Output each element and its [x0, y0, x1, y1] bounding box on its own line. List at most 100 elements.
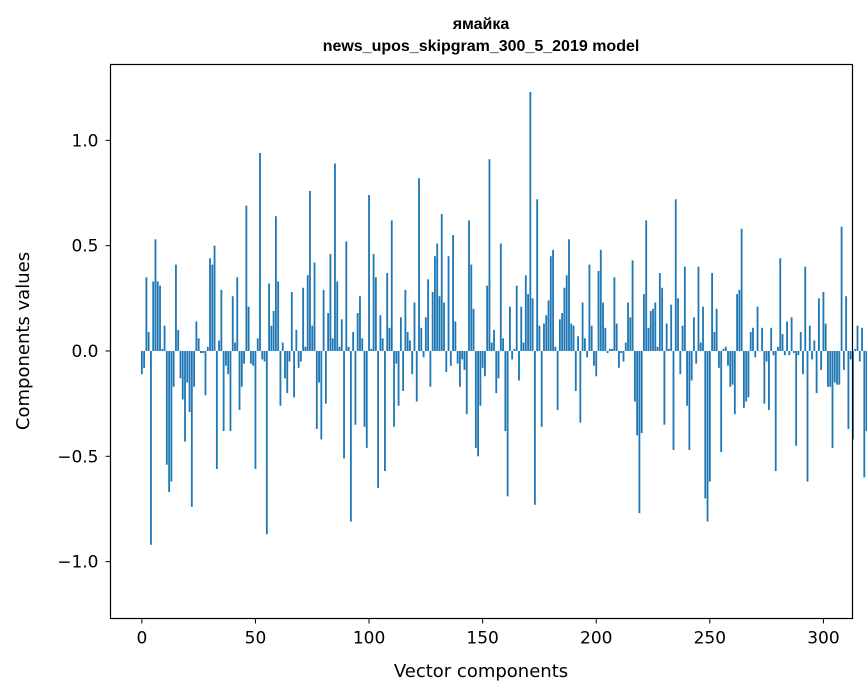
bar — [249, 350, 252, 364]
bar — [331, 338, 334, 351]
bar — [429, 350, 432, 387]
bar — [211, 264, 214, 351]
bar — [672, 350, 675, 450]
bar — [200, 350, 202, 354]
bar — [597, 270, 600, 351]
bar — [693, 317, 695, 351]
bar — [799, 332, 802, 351]
bar — [190, 350, 193, 507]
bar — [327, 313, 330, 351]
bar — [497, 350, 500, 379]
bar — [259, 152, 261, 351]
bar — [193, 350, 196, 387]
bar — [411, 350, 414, 375]
bar — [827, 350, 829, 387]
bar — [213, 245, 216, 351]
bar — [683, 266, 686, 351]
bar — [452, 235, 455, 351]
bar — [195, 321, 198, 351]
bar — [579, 350, 582, 423]
bar — [156, 281, 159, 351]
plot-frame — [109, 63, 854, 620]
bar — [297, 350, 300, 368]
bar — [863, 350, 866, 478]
bar — [720, 350, 723, 453]
bar — [315, 350, 318, 429]
bar — [356, 313, 359, 351]
bar — [861, 327, 863, 351]
bar — [434, 256, 436, 351]
bar — [583, 338, 586, 351]
bar — [836, 350, 838, 385]
bar — [449, 350, 452, 366]
bar — [443, 302, 445, 351]
bar — [670, 304, 673, 351]
bar — [329, 254, 332, 351]
bar — [374, 277, 377, 351]
bar — [529, 91, 532, 351]
bar — [345, 241, 348, 351]
bar — [238, 350, 241, 410]
bar — [184, 350, 186, 442]
bar — [572, 325, 575, 351]
bar — [574, 350, 577, 391]
bar — [313, 262, 316, 351]
bar — [804, 266, 807, 351]
bar — [188, 350, 191, 413]
bar — [279, 350, 282, 406]
bar — [229, 350, 232, 432]
bar — [647, 327, 650, 351]
bar — [181, 350, 184, 400]
bar — [536, 199, 539, 351]
bar — [352, 332, 355, 351]
bar — [733, 350, 736, 415]
bar — [445, 350, 448, 373]
bar — [831, 350, 834, 448]
bar — [654, 302, 657, 351]
bar — [563, 287, 566, 351]
y-axis-ticks: −1.0 −0.5 0.0 0.5 1.0 — [57, 131, 111, 573]
bar — [295, 329, 298, 351]
bar — [729, 350, 732, 387]
bar — [595, 350, 598, 377]
bar — [177, 329, 180, 351]
bar — [290, 292, 293, 351]
bar — [811, 350, 813, 360]
bar — [465, 350, 468, 415]
bar — [622, 350, 625, 362]
bar — [172, 350, 175, 387]
bar — [320, 350, 323, 440]
bar — [415, 350, 418, 402]
bar — [849, 350, 852, 360]
bar — [711, 273, 714, 351]
bar — [727, 350, 729, 366]
bar — [745, 350, 748, 402]
bar — [143, 350, 146, 368]
bar — [159, 285, 161, 351]
bar — [765, 350, 768, 362]
bar — [677, 298, 679, 351]
bar — [263, 350, 266, 362]
bar — [299, 350, 302, 362]
bar — [274, 216, 277, 351]
bar — [186, 350, 189, 383]
bar — [761, 327, 763, 351]
bar — [225, 350, 227, 366]
bar — [288, 350, 291, 362]
bar — [365, 350, 368, 448]
bar — [515, 285, 518, 351]
x-tick-label: 100 — [353, 629, 385, 649]
bar — [540, 350, 543, 427]
bar — [220, 289, 223, 351]
x-tick-label: 300 — [807, 629, 839, 649]
bar — [608, 348, 611, 351]
bar — [406, 332, 409, 351]
bar — [286, 350, 289, 394]
bar — [402, 350, 405, 391]
bar — [488, 159, 491, 351]
bar — [395, 350, 398, 364]
bar — [247, 306, 250, 351]
bar — [533, 350, 536, 505]
bar — [790, 317, 793, 351]
